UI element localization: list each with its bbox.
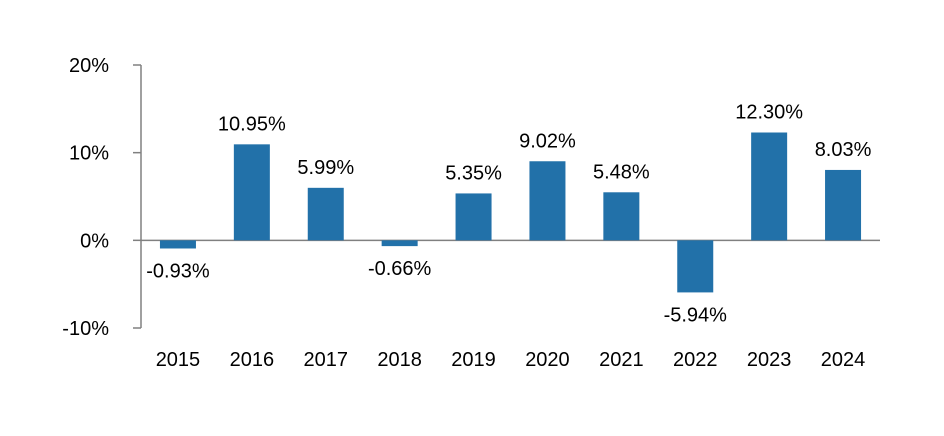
x-tick-label: 2021 xyxy=(599,349,644,371)
data-label: 5.48% xyxy=(593,161,650,183)
data-label: 10.95% xyxy=(218,113,286,135)
bar-2016 xyxy=(233,144,270,241)
bar-2024 xyxy=(825,169,862,241)
data-label: 8.03% xyxy=(815,139,872,161)
bar-2020 xyxy=(529,161,566,241)
y-tick-label: 10% xyxy=(69,143,109,165)
x-tick-label: 2020 xyxy=(525,349,570,371)
x-tick-label: 2022 xyxy=(673,349,718,371)
x-tick-label: 2015 xyxy=(156,349,201,371)
bar-2017 xyxy=(307,187,344,241)
data-label: -5.94% xyxy=(664,304,728,326)
bar-2022 xyxy=(677,240,714,293)
x-tick-label: 2018 xyxy=(377,349,422,371)
bar-2015 xyxy=(159,240,196,249)
data-label: 5.99% xyxy=(297,157,354,179)
bar-2018 xyxy=(381,240,418,247)
x-tick-label: 2023 xyxy=(747,349,792,371)
labels: 2015 -0.93% 2016 10.95% 2017 5.99% 2018 -0.66% 2… xyxy=(146,102,871,371)
data-label: 9.02% xyxy=(519,130,576,152)
x-tick-label: 2016 xyxy=(230,349,275,371)
y-tick-label: 20% xyxy=(69,55,109,77)
x-tick-label: 2024 xyxy=(821,349,866,371)
x-tick-label: 2017 xyxy=(304,349,349,371)
data-label: -0.93% xyxy=(146,260,210,282)
bar-2023 xyxy=(751,132,788,241)
y-tick-label: -10% xyxy=(62,318,109,340)
y-tick-label: 0% xyxy=(80,230,109,252)
data-label: 12.30% xyxy=(735,102,803,124)
data-label: -0.66% xyxy=(368,258,432,280)
bars xyxy=(159,132,862,293)
bar-2021 xyxy=(603,192,640,241)
x-tick-label: 2019 xyxy=(451,349,496,371)
bar-2019 xyxy=(455,193,492,241)
data-label: 5.35% xyxy=(445,162,502,184)
